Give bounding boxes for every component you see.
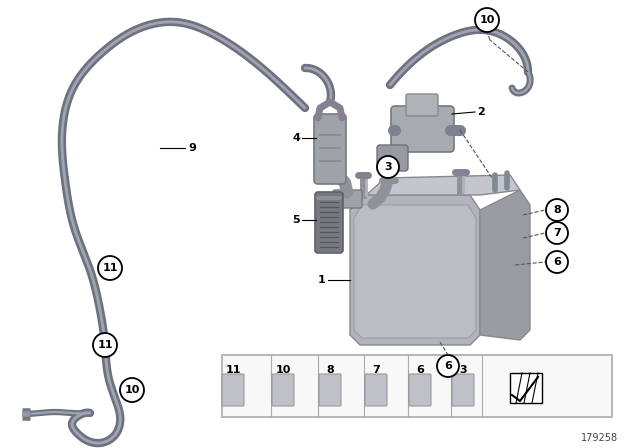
FancyBboxPatch shape [406, 94, 438, 116]
Text: 10: 10 [275, 365, 291, 375]
Text: 1: 1 [317, 275, 325, 285]
FancyBboxPatch shape [222, 374, 244, 406]
Polygon shape [354, 205, 476, 338]
Text: 6: 6 [416, 365, 424, 375]
FancyBboxPatch shape [314, 114, 346, 184]
Text: 5: 5 [292, 215, 300, 225]
Circle shape [546, 199, 568, 221]
Text: 179258: 179258 [581, 433, 618, 443]
FancyBboxPatch shape [510, 373, 542, 403]
FancyBboxPatch shape [409, 374, 431, 406]
FancyBboxPatch shape [333, 190, 362, 208]
FancyBboxPatch shape [272, 374, 294, 406]
FancyBboxPatch shape [377, 145, 408, 171]
Text: 4: 4 [292, 133, 300, 143]
Circle shape [98, 256, 122, 280]
Text: 2: 2 [477, 107, 484, 117]
Text: 11: 11 [102, 263, 118, 273]
Text: 9: 9 [188, 143, 196, 153]
Text: 6: 6 [553, 257, 561, 267]
Text: 8: 8 [326, 365, 334, 375]
Text: 10: 10 [124, 385, 140, 395]
Polygon shape [350, 175, 520, 210]
Circle shape [120, 378, 144, 402]
Text: 11: 11 [97, 340, 113, 350]
Circle shape [437, 355, 459, 377]
Circle shape [546, 251, 568, 273]
Text: 8: 8 [553, 205, 561, 215]
Polygon shape [350, 195, 480, 345]
Text: 6: 6 [444, 361, 452, 371]
FancyBboxPatch shape [452, 374, 474, 406]
Circle shape [546, 222, 568, 244]
Text: 3: 3 [384, 162, 392, 172]
FancyBboxPatch shape [391, 106, 454, 152]
Text: 7: 7 [372, 365, 380, 375]
Text: 3: 3 [459, 365, 467, 375]
Circle shape [475, 8, 499, 32]
FancyBboxPatch shape [222, 355, 612, 417]
Text: 7: 7 [553, 228, 561, 238]
FancyBboxPatch shape [315, 192, 343, 253]
FancyBboxPatch shape [365, 374, 387, 406]
Circle shape [377, 156, 399, 178]
Polygon shape [480, 190, 530, 340]
FancyBboxPatch shape [319, 374, 341, 406]
Text: 11: 11 [225, 365, 241, 375]
Circle shape [93, 333, 117, 357]
Text: 10: 10 [479, 15, 495, 25]
